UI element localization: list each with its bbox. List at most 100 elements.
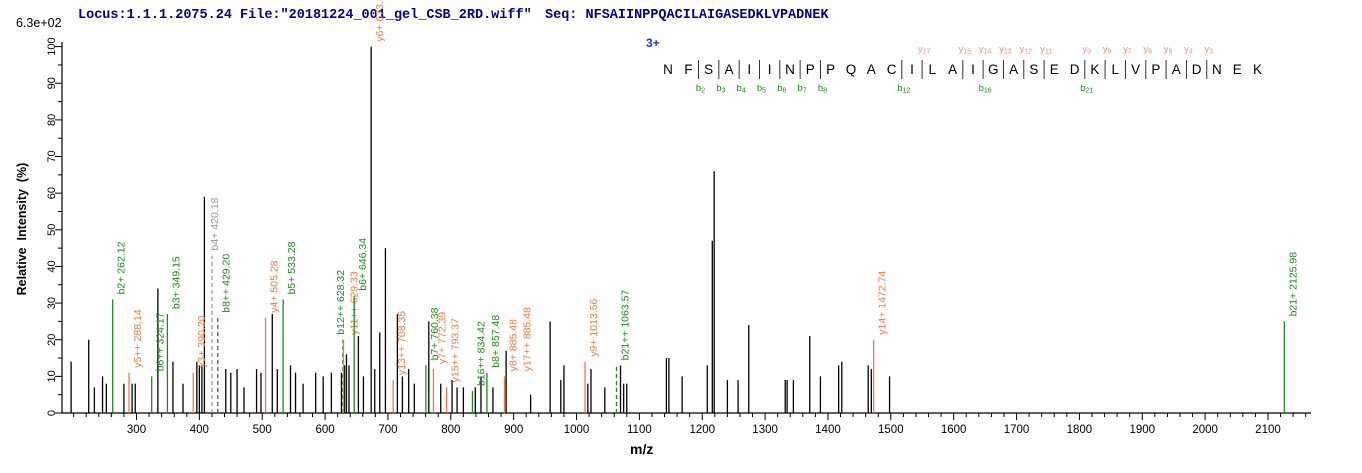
y-ion-label: y7 [1123, 44, 1132, 56]
sequence-header: Seq: NFSAIINPPQACILAIGASEDKLVPADNEK [545, 8, 829, 23]
residue-letter: P [1151, 62, 1160, 77]
residue-letter: P [826, 62, 835, 77]
y-tick-label: 70 [46, 150, 58, 162]
residue-letter: D [1192, 62, 1202, 77]
residue-letter: A [724, 62, 733, 77]
y-tick-label: 20 [46, 334, 58, 346]
y-ion-label: y12 [1020, 44, 1033, 56]
peak-label: b5+ 533.28 [286, 241, 298, 294]
peak-label: y13++ 708.35 [396, 311, 408, 375]
b-ion-label: b8 [818, 83, 827, 95]
b-ion-label: b21 [1080, 83, 1093, 95]
x-tick-label: 1500 [878, 424, 904, 436]
peak-label: b3+ 349.15 [170, 256, 182, 309]
y-tick-label: 80 [46, 114, 58, 126]
peak-label: b4+ 420.18 [209, 197, 221, 250]
residue-letter: E [1233, 62, 1242, 77]
x-tick-label: 1300 [752, 424, 778, 436]
y-ion-label: y14 [979, 44, 992, 56]
x-tick-label: 700 [378, 424, 397, 436]
y-ion-label: y6 [1143, 44, 1152, 56]
residue-letter: N [785, 62, 795, 77]
y-ion-label: y8 [1103, 44, 1112, 56]
y-ion-label: y5 [1164, 44, 1173, 56]
x-tick-label: 900 [504, 424, 523, 436]
residue-letter: V [1131, 62, 1140, 77]
x-tick-label: 1800 [1067, 424, 1093, 436]
y-ion-label: y9 [1082, 44, 1091, 56]
y-tick-label: 50 [46, 224, 58, 236]
locus-file-header: Locus:1.1.1.2075.24 File:"20181224_001_g… [78, 8, 532, 23]
x-tick-label: 1700 [1004, 424, 1030, 436]
y-ion-label: y17 [918, 44, 931, 56]
x-tick-label: 400 [190, 424, 209, 436]
y-tick-label: 60 [46, 187, 58, 199]
residue-letter: A [948, 62, 957, 77]
peak-label: y17++ 885.48 [522, 307, 534, 371]
residue-letter: N [663, 62, 673, 77]
y-tick-label: 30 [46, 297, 58, 309]
peak-label: b16++ 834.42 [475, 321, 487, 386]
peak-label: y9+ 1013.56 [588, 298, 600, 356]
x-tick-label: 300 [127, 424, 146, 436]
peak-label: y15++ 793.37 [450, 318, 462, 382]
x-tick-label: 2100 [1255, 424, 1281, 436]
peak-label: b8+ 857.48 [490, 315, 502, 368]
b-ion-label: b12 [897, 83, 910, 95]
y-tick-label: 90 [46, 77, 58, 89]
residue-letter: L [1112, 62, 1120, 77]
b-ion-label: b4 [737, 83, 746, 95]
b-ion-label: b5 [757, 83, 766, 95]
residue-letter: A [1009, 62, 1018, 77]
residue-letter: Q [846, 62, 857, 77]
residue-letter: I [971, 62, 975, 77]
x-tick-label: 1600 [941, 424, 967, 436]
fragment-ladder: N F S A I I N P P Q A C I L A I G A S E D K L V P A D N E Kb2 b3 b4 b5 b6… [663, 44, 1262, 95]
peak-label: y14+ 1472.74 [877, 271, 889, 335]
y-tick-label: 0 [46, 410, 58, 416]
residue-letter: G [988, 62, 999, 77]
residue-letter: I [910, 62, 914, 77]
x-tick-label: 1100 [627, 424, 652, 436]
residue-letter: S [1029, 62, 1038, 77]
y-ion-label: y13 [999, 44, 1012, 56]
x-tick-label: 1400 [815, 424, 841, 436]
peak-label: y8+ 885.48 [508, 319, 520, 371]
x-tick-label: 1000 [564, 424, 590, 436]
peak-label: y5++ 288.14 [132, 309, 144, 368]
peak-label: b7+ 760.38 [429, 307, 441, 360]
y-ion-label: y15 [959, 44, 972, 56]
x-tick-label: 1200 [689, 424, 715, 436]
precursor-charge-label: 3+ [646, 36, 660, 50]
y-ion-label: y4 [1184, 44, 1193, 56]
residue-letter: F [684, 62, 692, 77]
x-tick-label: 800 [441, 424, 460, 436]
peak-label: b8++ 429.20 [221, 254, 233, 313]
b-ion-label: b7 [798, 83, 807, 95]
residue-letter: S [704, 62, 713, 77]
b-ion-label: b16 [979, 83, 992, 95]
y-ion-label: y3 [1204, 44, 1213, 56]
b-ion-label: b2 [696, 83, 705, 95]
y-ticks: 0 10 20 30 40 50 60 70 80 90 100 [46, 37, 62, 416]
peak-label: y4+ 505.28 [269, 260, 281, 312]
x-tick-label: 600 [315, 424, 334, 436]
residue-letter: I [747, 62, 751, 77]
x-ticks: 300 400 500 600 700 800 900 1000 1100 1200 1300 140… [73, 413, 1307, 436]
residue-letter: N [1212, 62, 1222, 77]
x-axis-title: m/z [630, 441, 654, 457]
peak-label: b21+ 2125.98 [1287, 252, 1299, 317]
residue-letter: A [1172, 62, 1181, 77]
residue-letter: L [929, 62, 937, 77]
y-tick-label: 40 [46, 260, 58, 272]
residue-letter: C [887, 62, 897, 77]
residue-letter: K [1090, 62, 1099, 77]
peak-label: b21++ 1063.57 [619, 290, 631, 361]
peak-label: b12++ 628.32 [335, 270, 347, 335]
x-tick-label: 500 [253, 424, 272, 436]
b-ion-label: b3 [716, 83, 725, 95]
peak-label: b6+ 646.34 [357, 238, 369, 291]
residue-letter: I [768, 62, 772, 77]
